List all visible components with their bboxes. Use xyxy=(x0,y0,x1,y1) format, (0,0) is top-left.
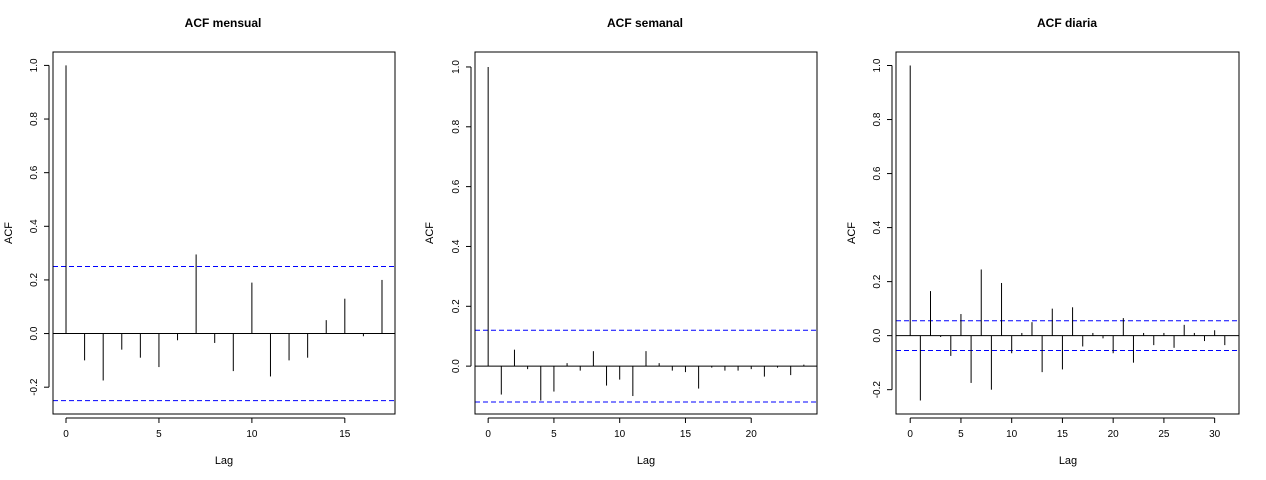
y-tick-label: 0.6 xyxy=(872,166,883,180)
x-tick-label: 15 xyxy=(1057,429,1069,440)
plot-area xyxy=(53,65,395,402)
x-axis: 0 5 10 15 20 25 30 xyxy=(907,417,1221,440)
x-tick-label: 10 xyxy=(1006,429,1018,440)
x-axis-label: Lag xyxy=(215,455,233,467)
y-tick-label: 0.8 xyxy=(29,112,40,126)
plot-frame xyxy=(52,51,396,415)
y-axis: -0.2 0.0 0.2 0.4 0.6 0.8 1.0 xyxy=(872,58,893,399)
plot-frame xyxy=(895,51,1240,415)
acf-mensual-panel: ACF mensual Lag ACF 0 5 10 15 -0.2 0.0 0.2 0.4 0… xyxy=(3,16,396,467)
x-tick-label: 5 xyxy=(551,429,557,440)
y-tick-label: 0.2 xyxy=(872,274,883,288)
y-tick-label: 0.8 xyxy=(872,112,883,126)
y-tick-label: 1.0 xyxy=(451,60,462,74)
x-tick-label: 0 xyxy=(907,429,913,440)
y-axis-label: ACF xyxy=(3,222,15,244)
x-axis: 0 5 10 15 20 xyxy=(485,417,758,440)
x-tick-label: 15 xyxy=(680,429,692,440)
y-axis: 0.0 0.2 0.4 0.6 0.8 1.0 xyxy=(451,60,472,373)
x-axis-label: Lag xyxy=(1059,455,1077,467)
x-tick-label: 5 xyxy=(958,429,964,440)
acf-diaria-panel: ACF diaria Lag ACF 0 5 10 15 20 25 30 -0.2 0.0 0.… xyxy=(846,16,1240,467)
chart-title: ACF semanal xyxy=(607,16,683,30)
acf-semanal-panel: ACF semanal Lag ACF 0 5 10 15 20 0.0 0.2 0.4 0.6… xyxy=(424,16,818,467)
y-axis-label: ACF xyxy=(846,222,858,244)
x-tick-label: 5 xyxy=(156,429,162,440)
y-tick-label: -0.2 xyxy=(29,378,40,396)
y-tick-label: 0.6 xyxy=(451,179,462,193)
x-tick-label: 10 xyxy=(246,429,258,440)
plot-area xyxy=(475,66,817,403)
y-tick-label: 0.4 xyxy=(29,219,40,233)
x-tick-label: 0 xyxy=(63,429,69,440)
y-tick-label: 0.2 xyxy=(29,273,40,287)
y-tick-label: 1.0 xyxy=(29,58,40,72)
x-axis-label: Lag xyxy=(637,455,655,467)
y-tick-label: 0.0 xyxy=(451,359,462,373)
y-tick-label: -0.2 xyxy=(872,381,883,399)
y-tick-label: 1.0 xyxy=(872,58,883,72)
plot-frame xyxy=(474,51,818,415)
y-tick-label: 0.6 xyxy=(29,165,40,179)
x-tick-label: 15 xyxy=(339,429,351,440)
x-axis: 0 5 10 15 xyxy=(63,417,351,440)
y-axis: -0.2 0.0 0.2 0.4 0.6 0.8 1.0 xyxy=(29,58,50,396)
x-tick-label: 25 xyxy=(1158,429,1170,440)
x-tick-label: 10 xyxy=(614,429,626,440)
y-tick-label: 0.0 xyxy=(29,326,40,340)
y-tick-label: 0.2 xyxy=(451,299,462,313)
y-tick-label: 0.0 xyxy=(872,328,883,342)
x-tick-label: 20 xyxy=(1108,429,1120,440)
y-axis-label: ACF xyxy=(424,222,436,244)
y-tick-label: 0.4 xyxy=(872,220,883,234)
chart-title: ACF mensual xyxy=(185,16,262,30)
x-tick-label: 0 xyxy=(485,429,491,440)
plot-area xyxy=(896,65,1239,401)
x-tick-label: 30 xyxy=(1209,429,1221,440)
x-tick-label: 20 xyxy=(746,429,758,440)
y-tick-label: 0.4 xyxy=(451,239,462,253)
y-tick-label: 0.8 xyxy=(451,119,462,133)
chart-title: ACF diaria xyxy=(1037,16,1097,30)
